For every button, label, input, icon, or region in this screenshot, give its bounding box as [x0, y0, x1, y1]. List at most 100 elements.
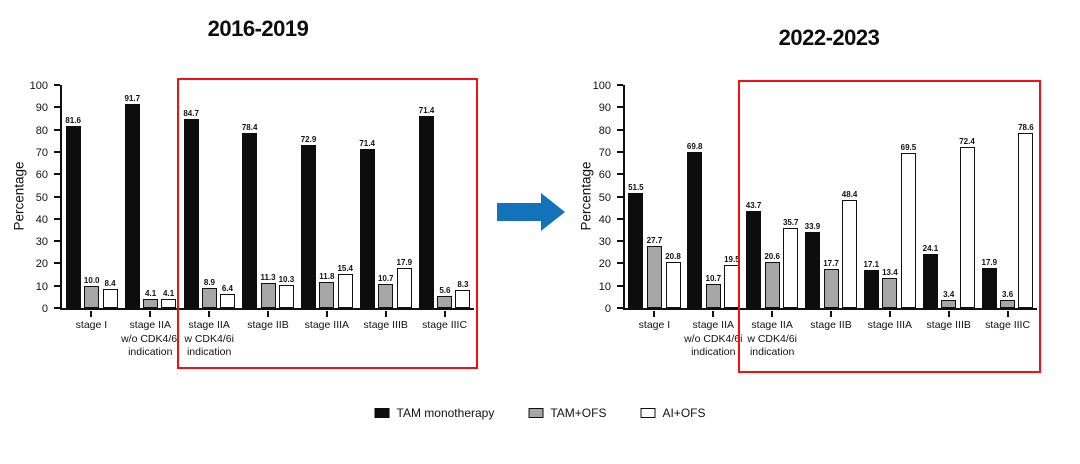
x-axis-tick: [947, 311, 950, 317]
bar-value-label: 4.1: [145, 288, 157, 298]
y-axis-tick: [54, 150, 60, 153]
x-axis-tick: [443, 311, 446, 317]
bar-ai-ofs: [455, 289, 471, 308]
bar-tam-monotherapy: [301, 145, 316, 308]
y-axis-tick: [54, 217, 60, 220]
bar-value-label: 3.6: [1002, 289, 1014, 299]
bar-value-label: 84.7: [183, 109, 199, 119]
x-axis-tick: [267, 311, 269, 317]
bar-value-label: 17.9: [396, 258, 413, 268]
highlight-box-right: [738, 80, 1041, 373]
category-group: 69.8 10.7 19.5 stage IIA w/o CDK4/6i indica…: [684, 85, 743, 358]
highlight-box-left: [177, 78, 478, 369]
y-axis-tick: [54, 195, 60, 198]
bar-value-label: 71.4: [359, 138, 375, 148]
category-group: 43.7 20.6 35.7 stage IIA w CDK4/6i indicati…: [743, 85, 802, 359]
bar-tam-monotherapy: [628, 193, 644, 308]
y-tick-label: 20: [598, 258, 611, 271]
y-tick-label: 40: [35, 213, 48, 226]
category-group: 78.4 11.3 10.3 stage IIB: [239, 85, 298, 331]
bar-value-label: 20.8: [665, 251, 681, 261]
plot-area-2022-2023: 0 10 20 30 40 50 60 70 80 90 100 51.5 27.7 20.8 stage …: [593, 80, 1037, 359]
x-category-label: stage IIIB: [926, 319, 971, 331]
bar-value-label: 17.1: [863, 259, 880, 269]
bar-value-label: 10.7: [705, 274, 722, 284]
y-tick-label: 100: [592, 80, 611, 92]
bar-value-label: 69.8: [686, 142, 703, 152]
bar-tam-monotherapy: [746, 210, 762, 308]
bar-value-label: 10.7: [377, 274, 394, 284]
y-axis-tick: [617, 173, 623, 176]
bar-value-label: 69.5: [900, 143, 917, 153]
bar-tam-ofs: [823, 268, 839, 308]
category-group: 51.5 27.7 20.8 stage I: [625, 85, 684, 331]
x-category-label: stage IIA w/o CDK4/6i indication: [684, 319, 743, 359]
y-axis-tick: [617, 84, 623, 86]
y-tick-label: 10: [598, 280, 611, 293]
bar-tam-ofs: [941, 300, 957, 308]
category-group: 72.9 11.8 15.4 stage IIIA: [297, 85, 356, 331]
bar-value-label: 17.7: [823, 258, 839, 268]
bar-ai-ofs: [959, 146, 975, 308]
bar-ai-ofs: [665, 261, 681, 308]
bar-tam-ofs: [143, 298, 159, 308]
x-axis-tick: [830, 311, 832, 317]
transition-arrow-icon: [497, 193, 565, 231]
y-axis-tick: [54, 240, 60, 243]
bar-tam-monotherapy: [359, 148, 375, 308]
bar-value-label: 71.4: [418, 106, 435, 116]
bar-value-label: 4.1: [163, 288, 175, 298]
bar-tam-ofs: [260, 282, 276, 308]
bar-value-label: 15.4: [337, 263, 354, 273]
x-category-label: stage IIIC: [985, 319, 1031, 331]
bar-value-label: 3.4: [943, 290, 955, 300]
y-tick-label: 100: [29, 80, 48, 92]
tam-ofs-swatch-icon: [528, 408, 544, 418]
bar-value-label: 5.6: [439, 285, 451, 295]
y-tick-label: 70: [35, 146, 48, 159]
bar-tam-monotherapy: [65, 126, 81, 308]
bar-tam-ofs: [201, 288, 217, 308]
x-axis-tick: [384, 311, 387, 317]
bar-tam-ofs: [437, 295, 453, 308]
category-group: 33.9 17.7 48.4 stage IIB: [802, 85, 861, 331]
bar-value-label: 13.4: [882, 268, 898, 278]
y-axis-tick: [617, 307, 623, 309]
x-category-label: stage IIA w CDK4/6i indication: [747, 319, 797, 359]
x-axis-tick: [771, 311, 774, 317]
y-axis-tick: [617, 150, 623, 153]
bar-value-label: 8.3: [457, 279, 469, 289]
y-tick-label: 60: [35, 169, 48, 182]
legend-label: TAM+OFS: [550, 406, 607, 420]
x-axis-tick: [712, 311, 715, 317]
bar-ai-ofs: [102, 289, 118, 308]
bar-tam-ofs: [646, 246, 662, 308]
bar-tam-ofs: [764, 262, 780, 308]
x-axis-tick: [888, 311, 891, 317]
bar-value-label: 72.4: [959, 136, 975, 146]
y-tick-label: 30: [598, 236, 611, 249]
bar-value-label: 19.5: [724, 254, 740, 264]
y-axis-tick: [54, 106, 60, 109]
bar-ai-ofs: [219, 293, 235, 308]
legend-item-ai-ofs: AI+OFS: [640, 406, 705, 420]
bar-value-label: 24.1: [922, 244, 939, 254]
y-axis-tick: [54, 307, 60, 309]
y-tick-label: 50: [35, 191, 48, 204]
legend-item-tam-ofs: TAM+OFS: [528, 406, 606, 420]
bar-tam-ofs: [319, 281, 335, 308]
chart-title-2022-2023: 2022-2023: [778, 25, 880, 50]
y-axis-tick: [617, 128, 623, 131]
bar-value-label: 33.9: [804, 222, 821, 232]
bar-tam-ofs: [882, 278, 898, 308]
y-axis-tick: [617, 262, 623, 265]
x-category-label: stage I: [75, 319, 108, 331]
category-group: 71.4 10.7 17.9 stage IIIB: [356, 85, 415, 331]
bar-value-label: 8.9: [203, 278, 215, 288]
bar-tam-monotherapy: [242, 133, 258, 308]
category-group: 17.9 3.6 78.6 stage IIIC: [978, 85, 1037, 331]
bar-ai-ofs: [783, 228, 799, 308]
bar-ai-ofs: [337, 273, 353, 308]
bar-value-label: 8.4: [104, 279, 116, 289]
